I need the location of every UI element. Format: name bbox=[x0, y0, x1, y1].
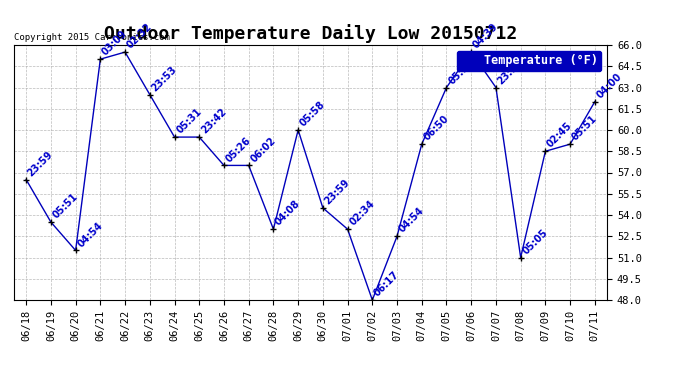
Text: 06:02: 06:02 bbox=[248, 135, 277, 164]
Legend: Temperature (°F): Temperature (°F) bbox=[457, 51, 601, 71]
Text: 05:26: 05:26 bbox=[224, 135, 253, 164]
Text: 06:17: 06:17 bbox=[372, 270, 401, 298]
Text: 23:59: 23:59 bbox=[26, 149, 55, 178]
Text: 05:58: 05:58 bbox=[298, 99, 327, 129]
Text: 23:59: 23:59 bbox=[323, 177, 352, 207]
Title: Outdoor Temperature Daily Low 20150712: Outdoor Temperature Daily Low 20150712 bbox=[104, 24, 517, 44]
Text: 05:18: 05:18 bbox=[446, 57, 475, 86]
Text: 04:00: 04:00 bbox=[595, 71, 624, 100]
Text: 05:51: 05:51 bbox=[51, 192, 80, 221]
Text: 04:54: 04:54 bbox=[397, 206, 426, 235]
Text: 02:45: 02:45 bbox=[545, 121, 574, 150]
Text: 04:39: 04:39 bbox=[471, 22, 500, 51]
Text: 06:50: 06:50 bbox=[422, 114, 451, 143]
Text: 02:34: 02:34 bbox=[348, 199, 377, 228]
Text: 03:09: 03:09 bbox=[100, 29, 129, 58]
Text: 04:54: 04:54 bbox=[75, 220, 104, 249]
Text: 04:08: 04:08 bbox=[273, 199, 302, 228]
Text: 23:11: 23:11 bbox=[496, 57, 525, 86]
Text: 05:05: 05:05 bbox=[520, 227, 549, 256]
Text: 23:42: 23:42 bbox=[199, 107, 228, 136]
Text: Copyright 2015 Cartronics.com: Copyright 2015 Cartronics.com bbox=[14, 33, 170, 42]
Text: 23:53: 23:53 bbox=[150, 64, 179, 93]
Text: 05:31: 05:31 bbox=[175, 107, 204, 136]
Text: 02:32: 02:32 bbox=[125, 22, 154, 51]
Text: 05:51: 05:51 bbox=[570, 114, 599, 143]
